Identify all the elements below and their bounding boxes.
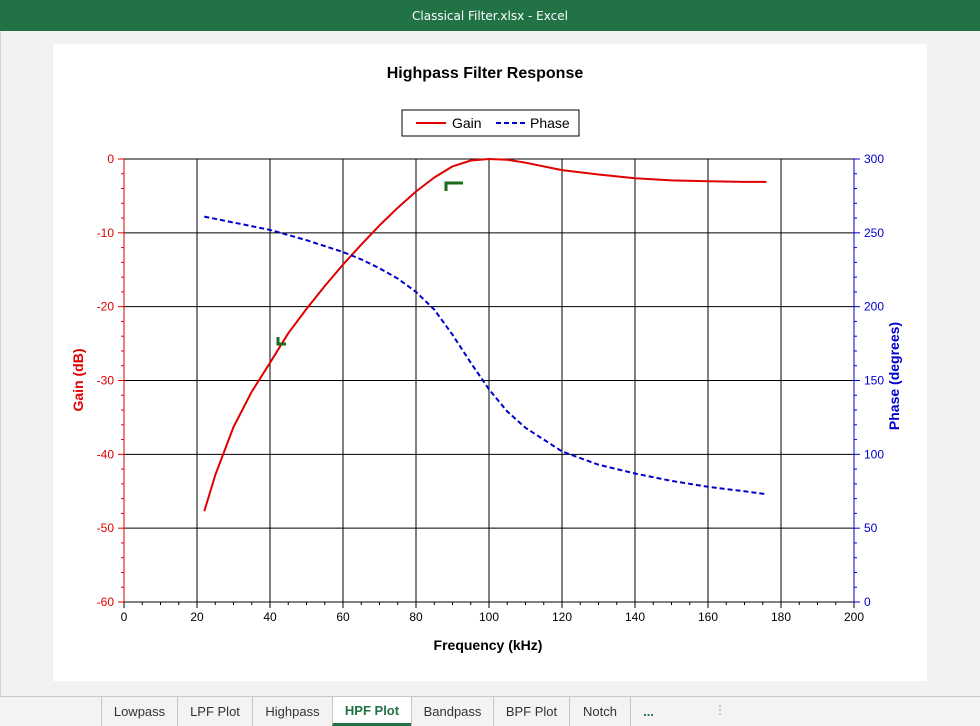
chart-title: Highpass Filter Response [387,65,584,82]
selection-corner-marker-right [444,181,463,191]
y2-tick-label: 100 [864,447,884,461]
window-title: Classical Filter.xlsx - Excel [412,8,568,23]
x-tick-label: 80 [409,610,423,624]
x-tick-label: 180 [771,610,791,624]
series-layer [203,158,767,512]
y-tick-label: 0 [107,152,114,166]
x-tick-label: 60 [336,610,350,624]
tab-splitter-grip[interactable]: ⋮ [714,703,726,717]
x-tick-label: 160 [698,610,718,624]
y2-tick-label: 0 [864,595,871,609]
y-tick-label: -20 [97,300,115,314]
y-axis-title: Gain (dB) [70,349,86,412]
x-tick-label: 0 [121,610,128,624]
y-tick-label: -40 [97,447,115,461]
grid [124,159,854,602]
tab-highpass[interactable]: Highpass [252,697,332,726]
y2-tick-label: 250 [864,226,884,240]
y2-tick-label: 150 [864,374,884,388]
x-tick-label: 100 [479,610,499,624]
y-tick-label: -30 [97,374,115,388]
legend[interactable]: Gain Phase [401,109,580,137]
legend-phase-label: Phase [530,115,570,131]
selection-corner-marker-left [276,337,286,346]
x-tick-label: 140 [625,610,645,624]
legend-gain-label: Gain [452,115,482,131]
chart-area[interactable]: Highpass Filter Response Gain Phase 0 20 4… [53,44,927,681]
tab-bpf-plot[interactable]: BPF Plot [493,697,569,726]
tab-lpf-plot[interactable]: LPF Plot [177,697,252,726]
x-tick-label: 40 [263,610,277,624]
marker-layer [276,181,463,346]
y-tick-label: -50 [97,521,115,535]
series-phase-line[interactable] [204,215,767,496]
x-tick-label: 200 [844,610,864,624]
tab-bandpass[interactable]: Bandpass [411,697,493,726]
y2-tick-label: 200 [864,300,884,314]
y-tick-label: -10 [97,226,115,240]
chart[interactable]: Highpass Filter Response Gain Phase 0 20 4… [53,44,927,681]
y2-tick-label: 300 [864,152,884,166]
axes: 0 20 40 60 80 100 120 140 160 180 2000-10-20-30-40… [97,152,885,624]
series-gain-line[interactable] [203,158,767,512]
title-bar: Classical Filter.xlsx - Excel [0,0,980,31]
y2-axis-title: Phase (degrees) [886,322,902,430]
x-axis-title: Frequency (kHz) [434,637,543,653]
y-tick-label: -60 [97,595,115,609]
x-tick-label: 20 [190,610,204,624]
tab-notch[interactable]: Notch [569,697,630,726]
y2-tick-label: 50 [864,521,878,535]
tab-hpf-plot[interactable]: HPF Plot [332,697,411,726]
tab-more[interactable]: ... [630,697,666,726]
x-tick-label: 120 [552,610,572,624]
sheet-tab-bar: Lowpass LPF Plot Highpass HPF Plot Bandp… [0,696,980,726]
tab-lowpass[interactable]: Lowpass [101,697,177,726]
